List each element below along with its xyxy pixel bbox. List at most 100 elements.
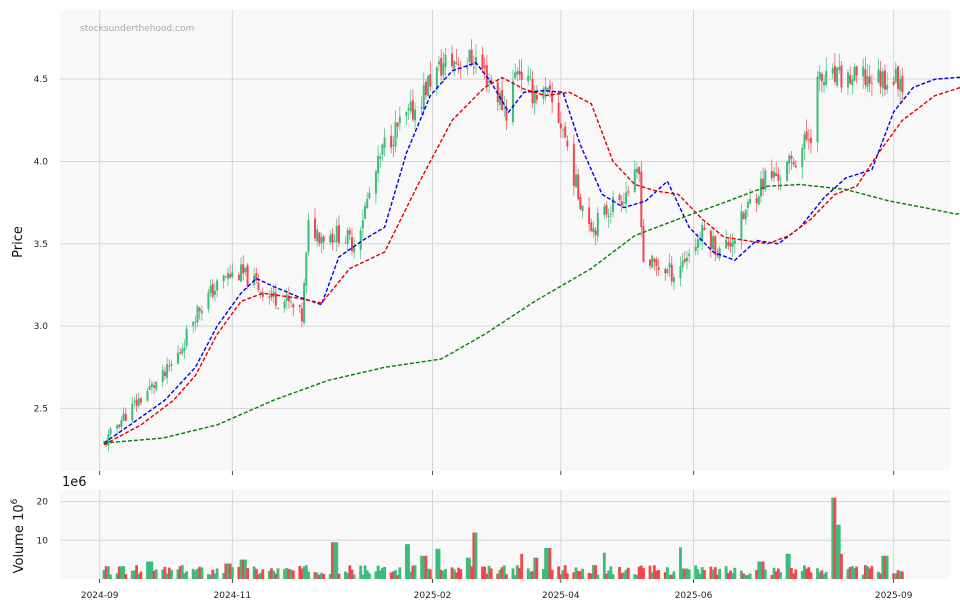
volume-bar [317, 574, 321, 579]
candle-body [897, 66, 899, 89]
volume-bar [733, 567, 737, 579]
candle-body [709, 230, 712, 249]
candle-body [542, 88, 545, 99]
volume-bar [668, 574, 671, 579]
volume-bar [139, 571, 143, 579]
candle-body [170, 363, 173, 366]
volume-bar [383, 566, 387, 579]
candle-body [877, 69, 880, 83]
candle-body [485, 65, 488, 86]
candle-body [261, 292, 264, 297]
volume-bar [609, 566, 613, 579]
candle-body [427, 75, 430, 97]
candle-body [557, 102, 560, 123]
x-tick-label: 2024-11 [214, 591, 252, 601]
volume-bar [505, 574, 508, 579]
volume-bar [548, 548, 552, 579]
volume-bar [698, 573, 702, 579]
candle-body [688, 253, 691, 256]
candle-body [285, 294, 288, 301]
volume-bar [611, 574, 615, 579]
candle-body [627, 191, 630, 193]
volume-bar [581, 568, 584, 579]
candle-body [374, 171, 377, 194]
candle-body [657, 267, 660, 270]
volume-bar [820, 570, 824, 579]
candle-body [255, 273, 258, 281]
candle-body [746, 201, 749, 209]
candle-body [300, 308, 303, 322]
candle-body [779, 178, 782, 180]
candle-body [836, 67, 839, 86]
price-y-tick-labels: 2.5 3.0 3.5 4.0 4.5 [34, 75, 49, 414]
candle-body [514, 72, 517, 79]
candle-body [314, 218, 317, 239]
candle-body [838, 66, 841, 70]
candle-body [405, 111, 408, 116]
volume-bar [481, 566, 484, 579]
watermark: stocksunderthehood.com [80, 24, 194, 34]
volume-bar [772, 567, 776, 579]
volume-bar [183, 573, 186, 579]
volume-bar [209, 574, 212, 579]
volume-bar [716, 574, 719, 579]
candle-body [625, 192, 628, 204]
volume-bar [224, 563, 228, 579]
volume-bar [639, 565, 643, 579]
candle-body [699, 239, 702, 241]
candle-body [483, 65, 486, 68]
volume-bar [885, 555, 889, 579]
candle-body [579, 196, 582, 210]
x-tick-label: 2024-09 [81, 591, 119, 601]
candle-body [566, 140, 569, 147]
volume-bar [498, 569, 502, 579]
candle-body [788, 155, 791, 164]
candle-body [268, 296, 271, 298]
volume-bar [542, 569, 545, 579]
candle-body [666, 268, 669, 274]
candle-body [653, 258, 656, 262]
volume-bar [655, 570, 658, 579]
candle-body [176, 352, 179, 364]
candle-body [668, 263, 671, 268]
candle-body [551, 91, 554, 103]
candle-body [712, 236, 715, 250]
volume-bar [670, 574, 674, 579]
candle-body [503, 108, 506, 109]
candle-body [379, 156, 382, 159]
volume-bar [261, 569, 265, 579]
volume-axis-label: Volume 106 [10, 498, 27, 573]
volume-bar [794, 569, 798, 579]
volume-bar [846, 569, 850, 579]
candle-body [472, 67, 475, 69]
volume-bar [683, 568, 687, 579]
candle-body [664, 269, 667, 274]
candle-body [603, 206, 606, 215]
candle-body [381, 144, 384, 155]
candle-body [307, 220, 310, 253]
moving-average-lines [103, 61, 960, 446]
volume-bar [185, 571, 189, 579]
candle-body [729, 243, 732, 247]
volume-bar [367, 573, 371, 579]
volume-bar [411, 565, 415, 579]
candle-body [320, 237, 323, 244]
candle-body [862, 66, 865, 77]
candle-body [470, 50, 473, 65]
candle-body [183, 347, 186, 351]
candle-body [361, 220, 364, 229]
volume-bar [487, 565, 491, 579]
candle-body [242, 264, 245, 274]
candle-body [240, 264, 243, 282]
candle-body [633, 169, 636, 192]
volume-bar [792, 573, 795, 579]
candle-body [424, 82, 427, 96]
candle-body [192, 321, 195, 327]
candle-body [516, 71, 519, 75]
candle-body [588, 207, 591, 224]
volume-bar [894, 573, 898, 579]
candle-body [277, 307, 280, 309]
volume-bar [713, 567, 717, 579]
volume-bar [853, 568, 856, 579]
